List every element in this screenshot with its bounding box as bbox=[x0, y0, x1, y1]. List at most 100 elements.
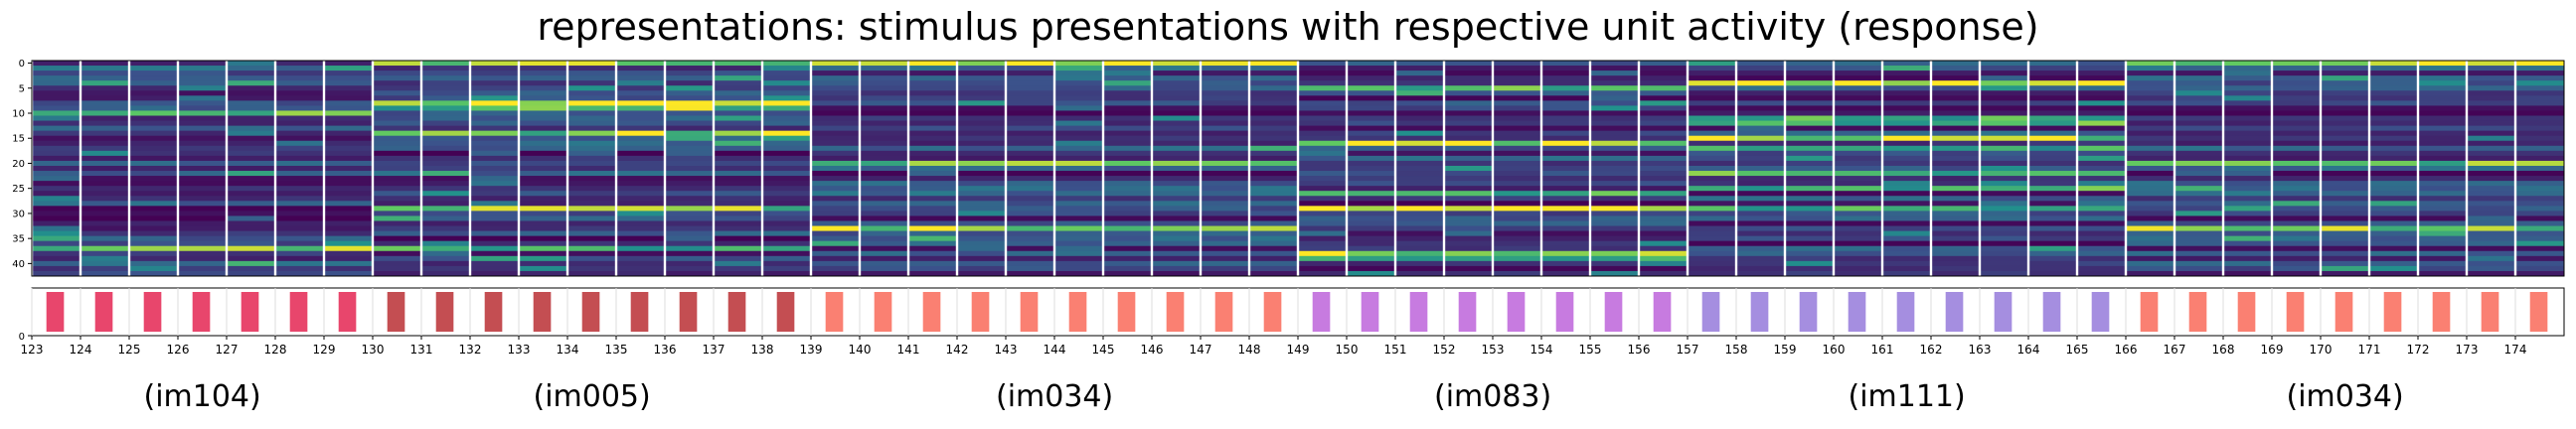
heatmap-cell bbox=[373, 140, 422, 147]
heatmap-cell bbox=[324, 225, 374, 231]
heatmap-cell bbox=[519, 80, 568, 86]
heatmap-cell bbox=[1347, 135, 1396, 142]
heatmap-cell bbox=[1006, 80, 1055, 86]
heatmap-cell bbox=[2028, 85, 2078, 91]
heatmap-cell bbox=[811, 245, 861, 252]
heatmap-cell bbox=[811, 66, 861, 72]
stimulus-bar bbox=[776, 292, 795, 332]
heatmap-cell bbox=[1006, 255, 1055, 262]
heatmap-cell bbox=[1834, 235, 1883, 242]
heatmap-cell bbox=[1249, 145, 1299, 152]
heatmap-cell bbox=[2272, 115, 2322, 121]
heatmap-cell bbox=[2077, 196, 2127, 202]
heatmap-cell bbox=[373, 235, 422, 242]
heatmap-cell bbox=[2126, 80, 2175, 86]
heatmap-cell bbox=[1688, 260, 1737, 267]
heatmap-cell bbox=[421, 61, 471, 67]
heatmap-cell bbox=[2369, 80, 2419, 86]
heatmap-cell bbox=[2418, 171, 2468, 177]
heatmap-cell bbox=[227, 140, 276, 147]
heatmap-cell bbox=[1639, 181, 1689, 187]
presentation-column bbox=[616, 61, 666, 277]
heatmap-cell bbox=[1152, 75, 1202, 81]
heatmap-cell bbox=[1688, 155, 1737, 162]
heatmap-cell bbox=[470, 235, 520, 242]
heatmap-cell bbox=[957, 145, 1007, 152]
stimulus-bar bbox=[94, 292, 113, 332]
heatmap-cell bbox=[227, 201, 276, 207]
heatmap-cell bbox=[616, 230, 666, 237]
heatmap-cell bbox=[665, 100, 715, 106]
heatmap-cell bbox=[1590, 155, 1640, 162]
heatmap-cell bbox=[178, 201, 228, 207]
heatmap-cell bbox=[811, 115, 861, 121]
heatmap-cell bbox=[1054, 255, 1104, 262]
heatmap-cell bbox=[1541, 125, 1591, 132]
heatmap-cell bbox=[421, 105, 471, 111]
heatmap-cell bbox=[1931, 211, 1981, 216]
heatmap-cell bbox=[1541, 186, 1591, 192]
heatmap-cell bbox=[2321, 110, 2370, 116]
heatmap-cell bbox=[1347, 215, 1396, 221]
presentation-column bbox=[2418, 61, 2468, 277]
heatmap-cell bbox=[811, 240, 861, 247]
heatmap-cell bbox=[2077, 75, 2127, 81]
heatmap-cell bbox=[1736, 140, 1786, 147]
heatmap-cell bbox=[1152, 110, 1202, 116]
heatmap-cell bbox=[227, 260, 276, 267]
heatmap-cell bbox=[908, 171, 958, 177]
heatmap-cell bbox=[2418, 66, 2468, 72]
heatmap-cell bbox=[1931, 120, 1981, 127]
heatmap-cell bbox=[1347, 160, 1396, 167]
heatmap-cell bbox=[1590, 260, 1640, 267]
heatmap-cell bbox=[1395, 191, 1445, 197]
heatmap-cell bbox=[616, 265, 666, 272]
heatmap-cell bbox=[1931, 225, 1981, 231]
heatmap-cell bbox=[1639, 110, 1689, 116]
heatmap-cell bbox=[1493, 120, 1542, 127]
heatmap-cell bbox=[811, 270, 861, 277]
heatmap-cell bbox=[1493, 75, 1542, 81]
heatmap-cell bbox=[1980, 66, 2029, 72]
heatmap-cell bbox=[32, 100, 81, 106]
heatmap-cell bbox=[1054, 215, 1104, 221]
heatmap-cell bbox=[714, 255, 763, 262]
heatmap-cell bbox=[2077, 115, 2127, 121]
presentation-column bbox=[178, 61, 228, 277]
heatmap-cell bbox=[2272, 75, 2322, 81]
heatmap-cell bbox=[2418, 196, 2468, 202]
heatmap-cell bbox=[908, 165, 958, 172]
heatmap-cell bbox=[2028, 201, 2078, 207]
heatmap-cell bbox=[1785, 255, 1835, 262]
heatmap-cell bbox=[2077, 110, 2127, 116]
heatmap-cell bbox=[178, 171, 228, 177]
presentation-column bbox=[762, 61, 812, 277]
heatmap-cell bbox=[1103, 206, 1153, 212]
heatmap-cell bbox=[2223, 135, 2273, 142]
heatmap-cell bbox=[714, 225, 763, 231]
stimulus-bar bbox=[46, 292, 65, 332]
heatmap-cell bbox=[1006, 215, 1055, 221]
heatmap-cell bbox=[567, 250, 617, 257]
heatmap-cell bbox=[1298, 95, 1348, 101]
heatmap-cell bbox=[2174, 150, 2224, 157]
heatmap-cell bbox=[1054, 66, 1104, 72]
heatmap-cell bbox=[519, 191, 568, 197]
heatmap-cell bbox=[665, 255, 715, 262]
heatmap-cell bbox=[227, 215, 276, 221]
heatmap-cell bbox=[1201, 95, 1250, 101]
heatmap-cell bbox=[2515, 100, 2565, 106]
heatmap-cell bbox=[1054, 250, 1104, 257]
heatmap-cell bbox=[1347, 165, 1396, 172]
heatmap-cell bbox=[421, 110, 471, 116]
heatmap-cell bbox=[1980, 260, 2029, 267]
heatmap-cell bbox=[1298, 61, 1348, 67]
heatmap-cell bbox=[1834, 191, 1883, 197]
heatmap-cell bbox=[1298, 260, 1348, 267]
stimulus-bar bbox=[289, 292, 308, 332]
heatmap-cell bbox=[470, 165, 520, 172]
heatmap-cell bbox=[2223, 245, 2273, 252]
x-tick-label: 166 bbox=[2115, 343, 2138, 357]
heatmap-cell bbox=[616, 181, 666, 187]
heatmap-cell bbox=[860, 71, 909, 76]
